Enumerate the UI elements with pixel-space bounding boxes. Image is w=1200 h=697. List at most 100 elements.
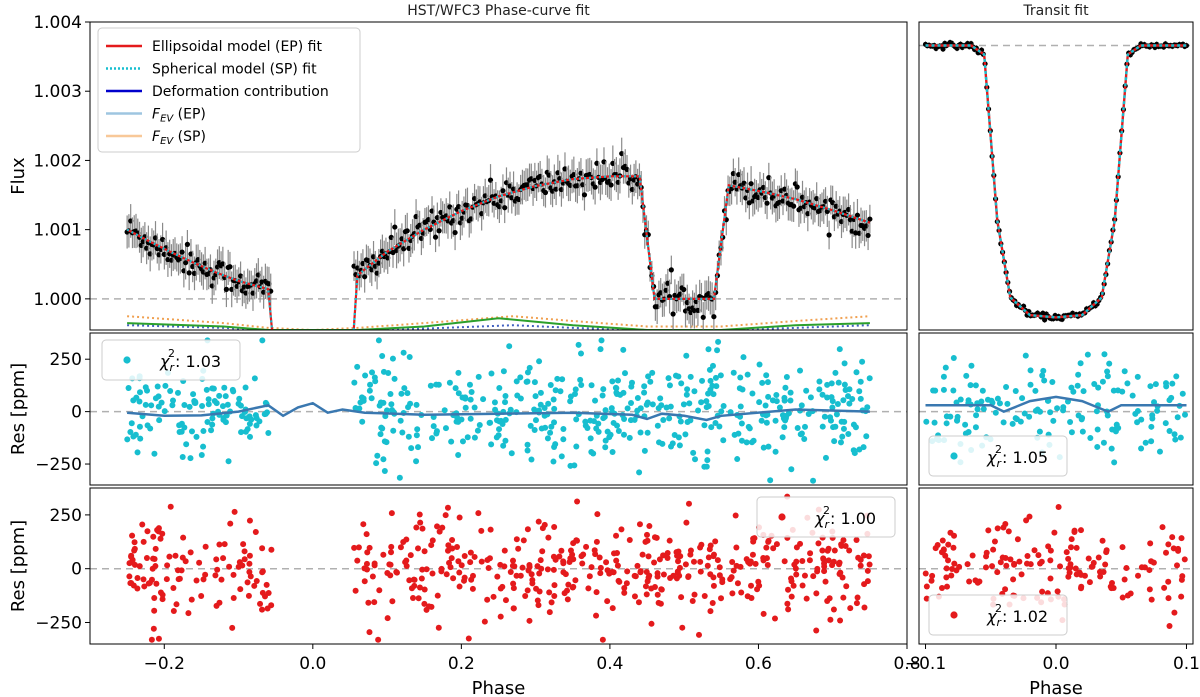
residual-point (737, 403, 744, 410)
residual-point (399, 429, 406, 436)
residual-point (444, 547, 451, 554)
residual-point (1124, 380, 1131, 387)
residual-point (231, 508, 238, 515)
residual-point (759, 379, 766, 386)
residual-point (859, 358, 866, 365)
residual-point (697, 544, 704, 551)
x-tick-label: −0.2 (144, 654, 185, 674)
residual-points (126, 493, 873, 643)
residual-point (459, 438, 466, 445)
spherical-model-line (126, 228, 274, 330)
residual-point (1142, 439, 1149, 446)
residual-point (151, 607, 158, 614)
panel-title: HST/WFC3 Phase-curve fit (407, 3, 590, 19)
residual-point (408, 585, 415, 592)
residual-point (536, 588, 543, 595)
residual-point (148, 636, 155, 643)
residual-point (455, 418, 462, 425)
residual-point (763, 555, 770, 562)
residual-point (1093, 408, 1100, 415)
residual-point (816, 386, 823, 393)
residual-point (548, 599, 555, 606)
residual-point (1146, 586, 1153, 593)
residual-point (159, 591, 166, 598)
residual-point (475, 510, 482, 517)
residual-point (997, 559, 1004, 566)
residual-point (506, 343, 513, 350)
residual-point (667, 575, 674, 582)
residual-point (1163, 383, 1170, 390)
residual-point (631, 593, 638, 600)
residual-point (531, 427, 538, 434)
flux-point (500, 188, 506, 194)
residual-point (406, 577, 413, 584)
residual-point (381, 438, 388, 445)
residual-point (664, 555, 671, 562)
residual-point (124, 436, 131, 443)
residual-point (991, 538, 998, 545)
residual-trend-line (925, 395, 1187, 413)
residual-point (788, 575, 795, 582)
residual-point (579, 560, 586, 567)
residual-point (593, 612, 600, 619)
residual-point (129, 532, 136, 539)
residual-point (1179, 573, 1186, 580)
residual-point (677, 418, 684, 425)
residual-point (604, 567, 611, 574)
residual-point (259, 568, 266, 575)
residual-point (1040, 367, 1047, 374)
residual-point (1121, 576, 1128, 583)
residual-point (945, 557, 952, 564)
residual-points (922, 503, 1188, 629)
residual-point (1045, 543, 1052, 550)
residual-point (584, 424, 591, 431)
residual-point (474, 427, 481, 434)
residual-point (141, 583, 148, 590)
residual-point (1181, 556, 1188, 563)
residual-point (429, 537, 436, 544)
residual-point (718, 408, 725, 415)
residual-point (169, 397, 176, 404)
residual-point (749, 390, 756, 397)
residual-point (602, 444, 609, 451)
residual-point (646, 572, 653, 579)
residual-point (686, 400, 693, 407)
residual-point (609, 448, 616, 455)
residual-point (1047, 557, 1054, 564)
transit-panel: Transit fit (918, 3, 1194, 331)
residual-point (252, 529, 259, 536)
flux-point (748, 181, 754, 187)
residual-point (923, 595, 930, 602)
residual-point (947, 413, 954, 420)
residual-point (366, 387, 373, 394)
residual-point (560, 436, 567, 443)
residual-point (821, 413, 828, 420)
residual-point (773, 398, 780, 405)
residual-point (229, 624, 236, 631)
residual-point (588, 382, 595, 389)
residual-point (609, 378, 616, 385)
residual-point (502, 597, 509, 604)
residual-point (131, 539, 138, 546)
residual-point (428, 542, 435, 549)
y-tick-label: −250 (35, 455, 82, 475)
residual-point (471, 553, 478, 560)
residual-point (794, 425, 801, 432)
residual-point (151, 450, 158, 457)
residual-point (1095, 554, 1102, 561)
y-tick-label: 0 (71, 560, 82, 580)
residual-point (655, 405, 662, 412)
residual-point (602, 407, 609, 414)
transit-frame (918, 21, 1194, 331)
residual-point (1099, 537, 1106, 544)
residual-point (832, 369, 839, 376)
residual-point (733, 544, 740, 551)
residual-point (1174, 414, 1181, 421)
residual-point (154, 527, 161, 534)
residual-point (157, 535, 164, 542)
residual-point (1148, 596, 1155, 603)
residual-point (845, 430, 852, 437)
residual-point (519, 564, 526, 571)
residual-point (967, 382, 974, 389)
